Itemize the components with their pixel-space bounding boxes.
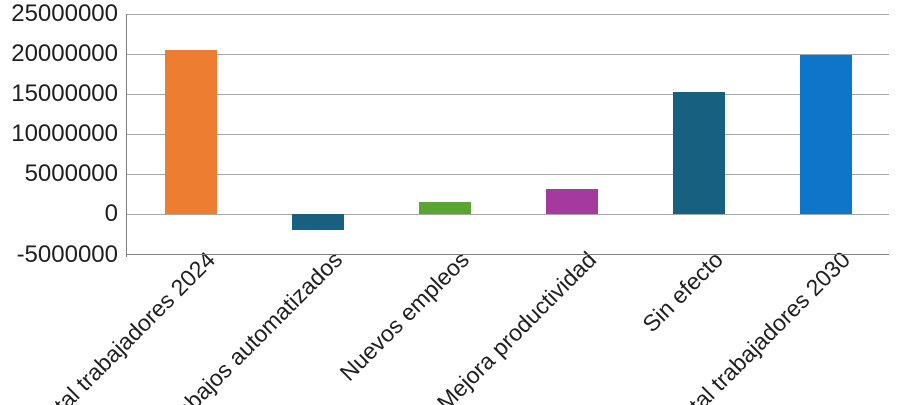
gridline-25000000 <box>127 13 889 15</box>
y-tick-label: 20000000 <box>11 40 118 68</box>
bar-5 <box>799 54 852 215</box>
bar-1 <box>291 214 344 230</box>
y-tick-label: 5000000 <box>24 160 118 188</box>
y-tick-label: 0 <box>104 200 118 228</box>
gridline-0 <box>127 213 889 215</box>
gridline-15000000 <box>127 93 889 95</box>
gridline-10000000 <box>127 133 889 135</box>
bar-4 <box>672 91 725 215</box>
y-tick-label: 10000000 <box>11 120 118 148</box>
gridline-5000000 <box>127 173 889 175</box>
gridline-20000000 <box>127 53 889 55</box>
x-axis-line <box>126 254 889 255</box>
x-category-label: Sin efecto <box>637 246 729 338</box>
bar-3 <box>545 188 598 215</box>
y-tick-label: -5000000 <box>16 240 118 268</box>
bar-2 <box>418 202 471 215</box>
y-axis-line <box>126 14 127 257</box>
x-category-label: Nuevos empleos <box>334 246 475 386</box>
bar-0 <box>164 50 217 215</box>
y-tick-label: 15000000 <box>11 80 118 108</box>
y-tick-label: 25000000 <box>11 0 118 27</box>
